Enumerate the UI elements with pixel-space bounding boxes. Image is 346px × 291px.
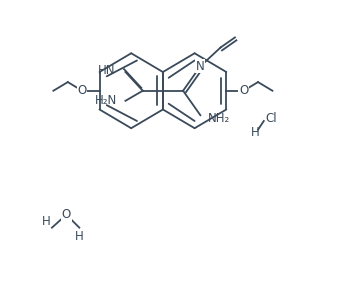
Text: O: O: [78, 84, 87, 97]
Text: H: H: [42, 215, 51, 228]
Text: H: H: [251, 126, 260, 139]
Text: Cl: Cl: [265, 112, 277, 125]
Text: HN: HN: [98, 64, 115, 77]
Text: H: H: [75, 230, 84, 243]
Text: NH₂: NH₂: [208, 112, 230, 125]
Text: O: O: [239, 84, 248, 97]
Text: O: O: [62, 208, 71, 221]
Text: H₂N: H₂N: [94, 94, 117, 107]
Text: N: N: [196, 60, 205, 73]
